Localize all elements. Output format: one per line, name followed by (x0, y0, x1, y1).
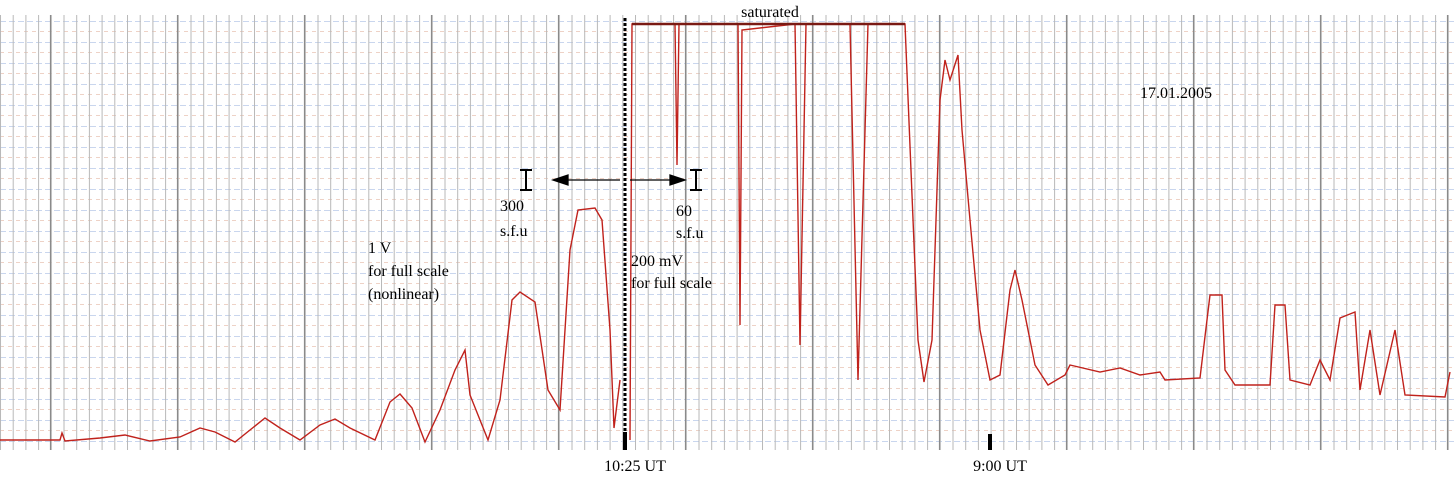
scale-value: 60 (676, 203, 692, 220)
time-label: 10:25 UT (604, 458, 666, 475)
note-line: for full scale (368, 263, 449, 280)
arrows (520, 169, 702, 191)
note-line: (nonlinear) (368, 286, 439, 303)
date-label: 17.01.2005 (1140, 85, 1212, 102)
time-tick (623, 432, 627, 450)
paper-major-grid (0, 15, 1454, 450)
scale-unit: s.f.u (500, 223, 528, 240)
trace-left (0, 207, 621, 444)
note-line: 200 mV (631, 253, 683, 270)
scale-value: 300 (500, 198, 524, 215)
note-line: for full scale (631, 275, 712, 292)
note-line: 1 V (368, 240, 392, 257)
time-tick (988, 434, 992, 450)
saturated-label: saturated (741, 4, 799, 21)
time-label: 9:00 UT (973, 458, 1027, 475)
scale-unit: s.f.u (676, 225, 704, 242)
